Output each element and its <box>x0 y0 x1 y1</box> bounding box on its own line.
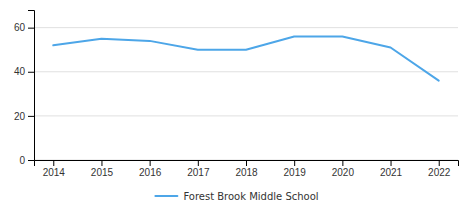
legend: Forest Brook Middle School <box>155 191 318 202</box>
x-axis-tick-label: 2021 <box>380 167 403 178</box>
y-axis-line <box>28 11 35 161</box>
y-axis-tick-label: 0 <box>19 155 25 166</box>
x-axis-tick-mark <box>439 160 440 166</box>
y-axis-tick: 0 <box>19 155 34 166</box>
x-axis-tick-mark <box>342 160 343 166</box>
x-axis-tick: 2015 <box>91 160 114 178</box>
y-axis-tick-mark <box>28 116 34 117</box>
grid-line <box>34 71 458 72</box>
x-axis-tick: 2014 <box>43 160 66 178</box>
x-axis-tick-mark <box>101 160 102 166</box>
legend-label: Forest Brook Middle School <box>183 191 318 202</box>
x-axis: 2014 2015 2016 2017 2018 2019 2020 2021 2022 <box>35 160 459 178</box>
y-axis-tick-label: 40 <box>14 66 26 77</box>
x-axis-tick-label: 2015 <box>91 167 114 178</box>
grid-line <box>34 27 458 28</box>
x-axis-tick-label: 2018 <box>235 167 258 178</box>
y-axis-tick-mark <box>28 72 34 73</box>
chart: 2014 2015 2016 2017 2018 2019 2020 2021 2022 0 20 4… <box>0 0 474 208</box>
x-axis-tick-mark <box>53 160 54 166</box>
x-axis-tick-mark <box>246 160 247 166</box>
x-axis-line <box>35 161 459 167</box>
x-axis-tick: 2016 <box>139 160 162 178</box>
plot: 2014 2015 2016 2017 2018 2019 2020 2021 2022 0 20 4… <box>14 11 459 179</box>
x-axis-tick-label: 2017 <box>187 167 210 178</box>
y-axis-tick: 40 <box>14 66 34 77</box>
x-axis-tick: 2019 <box>284 160 307 178</box>
x-axis-tick: 2018 <box>235 160 258 178</box>
y-axis-tick-label: 20 <box>14 111 26 122</box>
line <box>53 36 438 80</box>
x-axis-tick-label: 2014 <box>43 167 66 178</box>
y-axis-tick-label: 60 <box>14 22 26 33</box>
y-axis-tick-mark <box>28 28 34 29</box>
y-axis-tick: 20 <box>14 111 34 122</box>
x-axis-tick-mark <box>198 160 199 166</box>
grid-line <box>34 115 458 116</box>
x-axis-tick-mark <box>150 160 151 166</box>
x-axis-tick: 2020 <box>332 160 355 178</box>
y-axis-tick: 60 <box>14 22 34 33</box>
y-axis: 0 20 40 60 <box>14 11 35 166</box>
y-axis-tick-mark <box>28 160 34 161</box>
x-axis-tick-label: 2019 <box>284 167 307 178</box>
x-axis-tick: 2022 <box>428 160 451 178</box>
x-axis-tick-mark <box>294 160 295 166</box>
x-axis-tick-mark <box>391 160 392 166</box>
marks <box>53 36 438 80</box>
x-axis-tick: 2021 <box>380 160 403 178</box>
legend-swatch <box>155 195 177 197</box>
x-axis-tick: 2017 <box>187 160 210 178</box>
x-axis-tick-label: 2020 <box>332 167 355 178</box>
x-axis-tick-label: 2022 <box>428 167 451 178</box>
legend-item: Forest Brook Middle School <box>155 191 318 202</box>
grid <box>34 28 458 160</box>
x-axis-tick-label: 2016 <box>139 167 162 178</box>
